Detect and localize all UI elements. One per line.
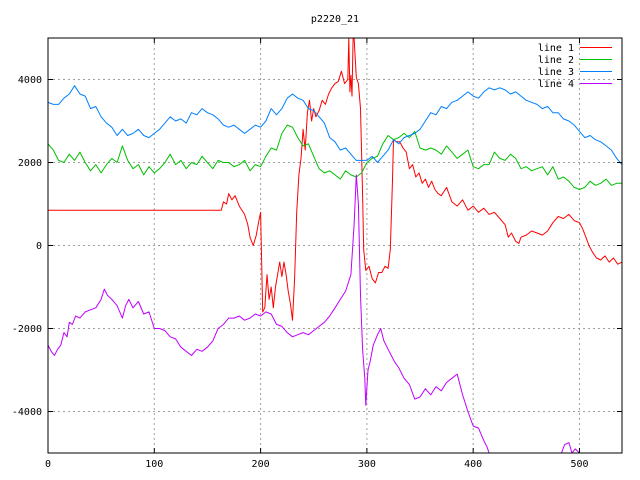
grid-lines [48,38,622,453]
series-line-3 [48,85,622,165]
x-tick-label: 0 [45,459,51,470]
series-line-4 [48,174,490,453]
series-line-2 [48,124,622,190]
axis-ticks: 0 100 200 300 400 500 -4000 -2000 0 2000 4000 [12,38,622,470]
x-tick-label: 200 [252,459,270,470]
legend-label: line 4 [538,79,574,90]
y-tick-label: -2000 [12,324,42,335]
x-tick-label: 400 [464,459,482,470]
x-tick-label: 300 [358,459,376,470]
legend-label: line 3 [538,67,574,78]
y-tick-label: 2000 [18,158,42,169]
y-tick-label: 4000 [18,75,42,86]
series-line-5 [560,442,580,453]
y-tick-label: 0 [36,241,42,252]
legend-label: line 1 [538,43,574,54]
series-line-1 [48,38,622,321]
x-tick-label: 100 [145,459,163,470]
legend-label: line 2 [538,55,574,66]
series-lines [48,38,622,453]
x-tick-label: 500 [570,459,588,470]
y-tick-label: -4000 [12,407,42,418]
chart-title: p2220_21 [311,14,359,25]
